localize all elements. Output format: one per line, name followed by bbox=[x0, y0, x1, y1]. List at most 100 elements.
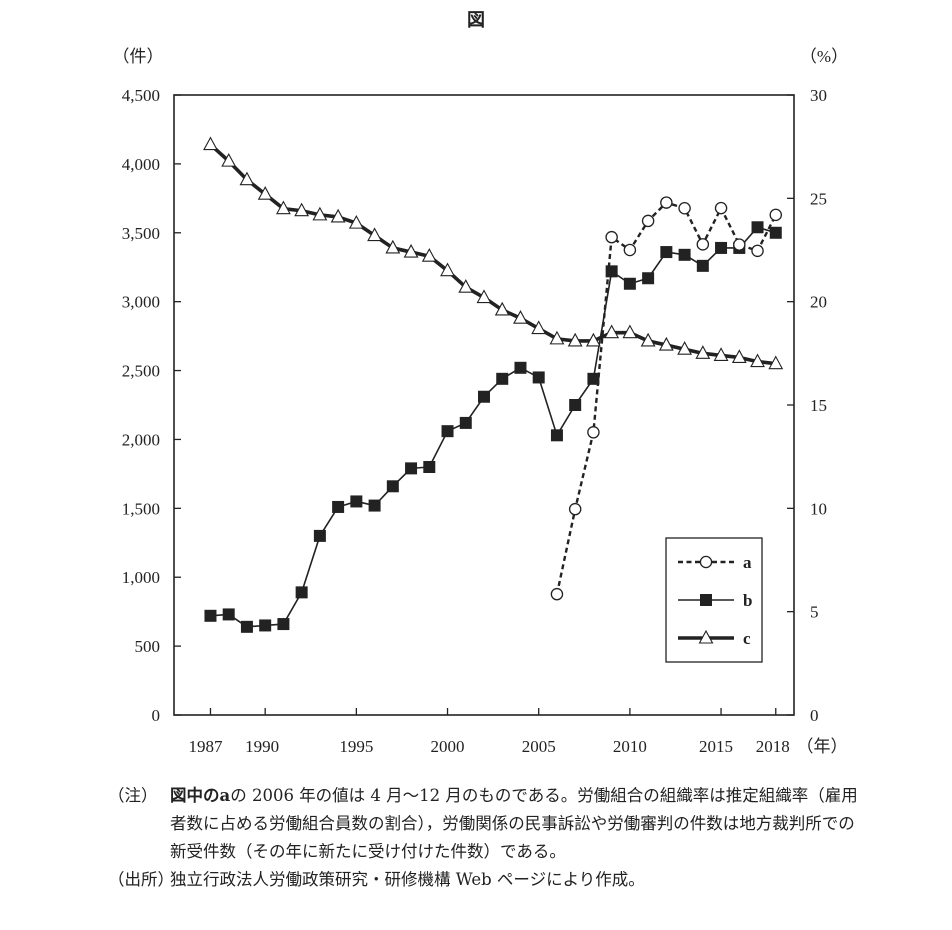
source-text: 独立行政法人労働政策研究・研修機構 Web ページにより作成。 bbox=[170, 870, 645, 889]
series-c-point bbox=[458, 279, 474, 293]
series-a-line bbox=[555, 201, 777, 595]
figure-title: 図 bbox=[467, 10, 485, 31]
series-c-point bbox=[239, 171, 255, 186]
x-tick-label: 2015 bbox=[699, 737, 733, 756]
series-c-point bbox=[403, 243, 419, 258]
series-b-point bbox=[368, 499, 381, 512]
series-c-point bbox=[221, 152, 237, 167]
series-c-point bbox=[275, 200, 291, 215]
legend: abc bbox=[665, 537, 763, 663]
series-a-point bbox=[751, 244, 764, 258]
series-c-point bbox=[312, 206, 328, 221]
series-a-point bbox=[696, 238, 710, 251]
series-c-line bbox=[209, 143, 776, 366]
series-markers bbox=[203, 136, 784, 633]
series-c-point bbox=[585, 332, 601, 347]
series-b-point bbox=[550, 429, 563, 442]
right-tick-label: 15 bbox=[810, 396, 827, 415]
series-b-point bbox=[696, 259, 709, 272]
series-c-point bbox=[531, 320, 547, 335]
legend-c-marker bbox=[698, 629, 714, 644]
series-b-point bbox=[642, 272, 655, 285]
left-tick-label: 500 bbox=[135, 637, 161, 656]
note-prefix: 図中の bbox=[170, 786, 220, 805]
series-b-point bbox=[769, 226, 782, 239]
series-a-point bbox=[623, 243, 637, 257]
legend-b-label: b bbox=[743, 591, 752, 610]
left-tick-label: 4,500 bbox=[122, 86, 160, 105]
note-text: 図中のaの 2006 年の値は 4 月～12 月のものである。労働組合の組織率は… bbox=[170, 782, 858, 866]
series-c-point bbox=[203, 136, 218, 151]
series-c-point bbox=[513, 310, 528, 324]
legend-b-marker bbox=[700, 594, 712, 606]
legend-a-marker bbox=[699, 555, 713, 569]
series-c-point bbox=[385, 239, 401, 254]
x-tick-label: 2010 bbox=[613, 737, 647, 756]
x-axis-unit: （年） bbox=[797, 737, 848, 756]
series-b-point bbox=[660, 246, 673, 259]
axis-ticks: 0 500 1,000 1,500 2,000 2,500 3,000 3,500 4,000 4… bbox=[122, 86, 827, 756]
series-c-point bbox=[768, 355, 784, 370]
series-b-point bbox=[478, 390, 490, 403]
series-b-point bbox=[277, 618, 290, 631]
right-tick-label: 0 bbox=[810, 706, 819, 725]
series-b-point bbox=[459, 416, 472, 429]
note-row: （注） 図中のaの 2006 年の値は 4 月～12 月のものである。労働組合の… bbox=[108, 782, 858, 866]
series-b-point bbox=[441, 425, 454, 438]
notes: （注） 図中のaの 2006 年の値は 4 月～12 月のものである。労働組合の… bbox=[108, 782, 858, 894]
series-a-point bbox=[550, 587, 564, 601]
dual-axis-line-chart: （件） （%） （年） 0 500 1,000 1,500 2,000 2,500 3,00… bbox=[113, 47, 849, 756]
series-a-point bbox=[769, 208, 783, 222]
series-c-point bbox=[750, 353, 765, 368]
series-b-point bbox=[350, 495, 363, 508]
series-c-point bbox=[622, 324, 638, 339]
right-tick-label: 10 bbox=[810, 499, 827, 518]
series-c-point bbox=[567, 332, 583, 347]
x-tick-label: 1990 bbox=[245, 737, 279, 756]
series-b-point bbox=[496, 372, 509, 385]
x-tick-label: 1995 bbox=[339, 737, 373, 756]
series-b-point bbox=[405, 462, 418, 475]
left-tick-label: 2,500 bbox=[122, 362, 160, 381]
series-b-point bbox=[605, 265, 618, 278]
series-c-point bbox=[731, 349, 747, 364]
series-c-point bbox=[677, 341, 693, 355]
left-tick-label: 2,000 bbox=[122, 430, 160, 449]
x-tick-label: 2018 bbox=[756, 737, 790, 756]
series-b-point bbox=[678, 248, 691, 261]
series-b-point bbox=[569, 399, 582, 411]
series-c-point bbox=[713, 347, 729, 361]
left-tick-label: 1,000 bbox=[122, 568, 160, 587]
series-a-point bbox=[678, 202, 691, 215]
note-series-ref: a bbox=[219, 786, 231, 805]
series-c-point bbox=[476, 289, 492, 304]
right-tick-label: 20 bbox=[810, 293, 827, 312]
series-b-point bbox=[240, 620, 253, 633]
series-c-point bbox=[494, 301, 510, 316]
series-b-point bbox=[514, 361, 527, 374]
right-tick-label: 25 bbox=[810, 189, 827, 208]
series-b-point bbox=[386, 480, 399, 493]
x-tick-label: 2005 bbox=[522, 737, 556, 756]
right-axis-unit: （%） bbox=[800, 47, 848, 66]
series-c-point bbox=[604, 324, 620, 339]
series-b-point bbox=[332, 500, 345, 513]
series-a-point bbox=[605, 230, 618, 244]
series-c-point bbox=[549, 330, 565, 345]
series-c-point bbox=[294, 202, 310, 217]
series-c-point bbox=[658, 336, 674, 351]
series-a-point bbox=[568, 502, 582, 516]
source-label: （出所） bbox=[108, 870, 174, 889]
series-b-point bbox=[587, 372, 600, 385]
series-c-point bbox=[640, 332, 656, 347]
series-b-point bbox=[423, 461, 436, 473]
right-tick-label: 30 bbox=[810, 86, 827, 105]
series-a-point bbox=[660, 196, 673, 209]
series-c-point bbox=[330, 208, 346, 223]
left-tick-label: 3,000 bbox=[122, 293, 160, 312]
series-a-point bbox=[587, 426, 600, 439]
series-b-point bbox=[313, 529, 326, 542]
series-b-point bbox=[751, 221, 764, 234]
note-body: の 2006 年の値は 4 月～12 月のものである。労働組合の組織率は推定組織… bbox=[170, 786, 858, 861]
left-tick-label: 0 bbox=[152, 706, 161, 725]
